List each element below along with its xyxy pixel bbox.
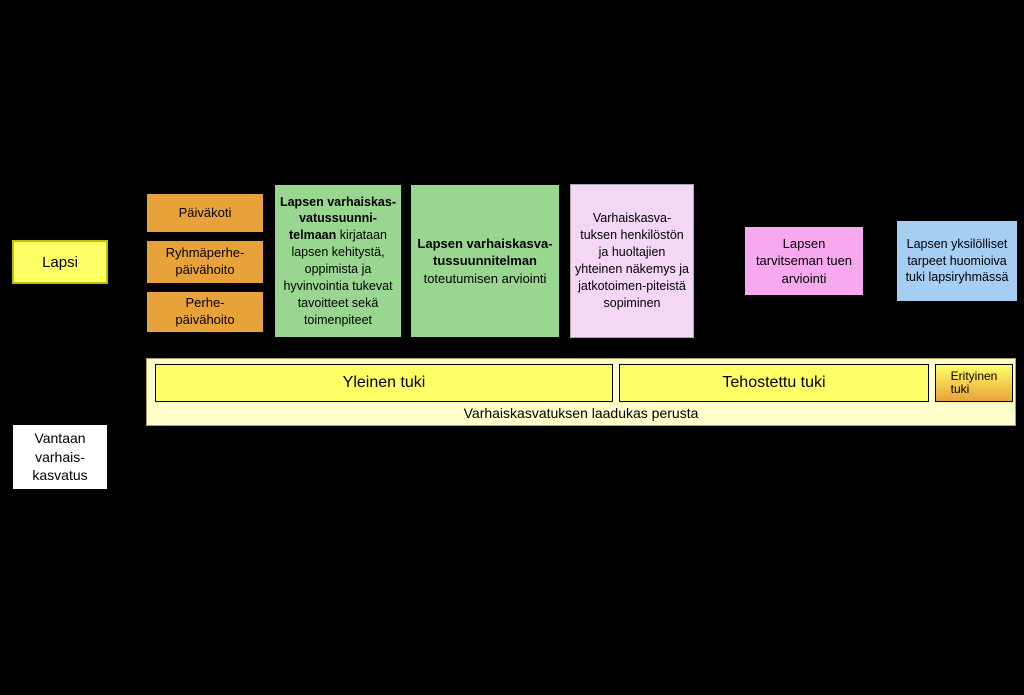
perhepaivahoito-box: Perhe- päivähoito [146,291,264,333]
perusta-label: Varhaiskasvatuksen laadukas perusta [147,405,1015,421]
yleinen-tuki-box: Yleinen tuki [155,364,613,402]
lapsi-box: Lapsi [12,240,108,284]
nakemys-text: Varhaiskasva-tuksen henkilöstön ja huolt… [575,210,689,311]
yleinen-tuki-label: Yleinen tuki [343,374,426,392]
lapsi-label: Lapsi [42,254,78,271]
tuen-arviointi-text: Lapsen tarvitseman tuen arviointi [749,235,859,288]
vasu-arviointi-text: Lapsen varhaiskasva-tussuunnitelman tote… [415,235,555,288]
paivakoti-label: Päiväkoti [179,205,232,222]
vasu-kirjataan-rest: kirjataan lapsen kehitystä, oppimista ja… [283,228,392,326]
vasu-arviointi-rest: toteutumisen arviointi [424,271,547,286]
tehostettu-tuki-box: Tehostettu tuki [619,364,929,402]
tuen-arviointi-box: Lapsen tarvitseman tuen arviointi [744,226,864,296]
ryhmaperhe-box: Ryhmäperhe- päivähoito [146,240,264,284]
vasu-kirjataan-text: Lapsen varhaiskas-vatussuunni-telmaan ki… [279,194,397,329]
vantaa-text: Vantaan varhais-kasvatus [17,429,103,486]
erityinen-tuki-label: Erityinen tuki [951,370,998,396]
tuki-container: Yleinen tuki Tehostettu tuki Erityinen t… [146,358,1016,426]
perhepaivahoito-label: Perhe- päivähoito [175,295,234,329]
vantaa-box: Vantaan varhais-kasvatus [12,424,108,490]
vasu-arviointi-box: Lapsen varhaiskasva-tussuunnitelman tote… [410,184,560,338]
ryhmaperhe-label: Ryhmäperhe- päivähoito [166,245,245,279]
yksilolliset-tarpeet-text: Lapsen yksilölliset tarpeet huomioiva tu… [901,236,1013,287]
yksilolliset-tarpeet-box: Lapsen yksilölliset tarpeet huomioiva tu… [896,220,1018,302]
erityinen-tuki-box: Erityinen tuki [935,364,1013,402]
vasu-arviointi-bold: Lapsen varhaiskasva-tussuunnitelman [417,236,552,269]
tehostettu-tuki-label: Tehostettu tuki [722,374,825,392]
vasu-kirjataan-box: Lapsen varhaiskas-vatussuunni-telmaan ki… [274,184,402,338]
nakemys-box: Varhaiskasva-tuksen henkilöstön ja huolt… [570,184,694,338]
paivakoti-box: Päiväkoti [146,193,264,233]
